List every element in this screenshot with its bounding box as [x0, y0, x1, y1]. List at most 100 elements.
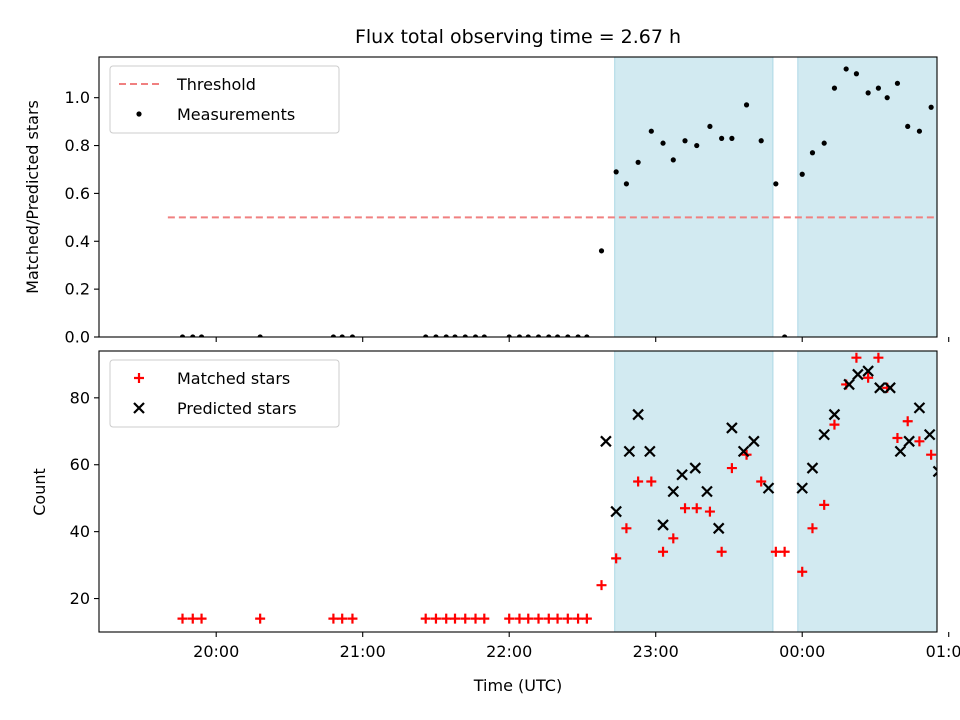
count-plus-point: [533, 613, 544, 624]
ratio-dots-point: [758, 138, 764, 144]
ratio-dots-point: [670, 157, 676, 163]
ratio-dots-point: [535, 334, 542, 337]
count-plus-point: [926, 449, 937, 460]
count-plus-point: [573, 613, 584, 624]
ratio-dots-point: [598, 248, 605, 254]
ratio-plot-area: [167, 57, 954, 337]
count-x-point: [923, 428, 936, 441]
count-plus-point: [633, 476, 644, 487]
ratio-dots-point: [190, 334, 196, 337]
count-plus-point: [621, 523, 632, 534]
count-x-point: [884, 382, 896, 394]
count-x-point: [701, 485, 713, 498]
count-plus-point: [347, 613, 358, 624]
observing-interval-2: [797, 57, 937, 337]
count-x-point: [600, 435, 612, 448]
ratio-dots-point: [719, 135, 725, 141]
ratio-dots-point: [799, 171, 805, 177]
count-plus-point: [581, 613, 592, 624]
ratio-dots-point: [433, 334, 439, 337]
ratio-dots-point: [939, 83, 944, 88]
count-plus-point: [691, 503, 702, 514]
ratio-frame: [98, 56, 938, 338]
count-plus-point: [680, 503, 691, 514]
count-plus-point: [819, 499, 830, 510]
ratio-series-1: [179, 66, 954, 337]
ratio-dots-point: [565, 334, 571, 337]
ratio-dots-point: [884, 95, 890, 101]
ratio-dots-point: [905, 123, 911, 130]
count-plus-point: [807, 523, 818, 534]
count-x-point: [944, 420, 954, 430]
count-x-point: [828, 408, 841, 421]
ratio-dots-point: [635, 159, 641, 165]
count-plus-point: [514, 613, 525, 624]
count-plus-point: [196, 613, 207, 624]
ratio-dots-point: [623, 181, 630, 187]
ratio-dots-point: [339, 334, 345, 337]
ratio-dots-point: [472, 334, 479, 337]
count-plus-point: [460, 613, 471, 624]
legend-plus-swatch: [134, 373, 144, 383]
ratio-ytick-label: 1.0: [65, 88, 90, 107]
ratio-dots-point: [865, 90, 871, 96]
count-plus-point: [470, 613, 481, 624]
count-plus-point: [552, 613, 563, 624]
ratio-dots-point: [821, 140, 827, 146]
ratio-dots-point: [894, 80, 901, 86]
count-plus-point: [873, 352, 884, 363]
count-legend: Matched stars Predicted stars: [109, 359, 340, 428]
count-x-point: [644, 445, 656, 458]
count-plus-point: [704, 506, 715, 517]
ratio-dots-point: [743, 102, 750, 108]
legend-entry-label: Measurements: [177, 105, 295, 124]
ratio-dots-point: [809, 150, 816, 156]
legend-entry-label: Predicted stars: [177, 399, 297, 418]
count-plus-point: [543, 613, 554, 624]
ratio-ytick-label: 0.2: [65, 280, 90, 299]
count-plus-point: [255, 613, 266, 624]
count-ytick-label: 20: [70, 589, 90, 608]
count-x-point: [762, 482, 775, 494]
ratio-dots-point: [660, 140, 666, 146]
ratio-dots-point: [682, 138, 688, 144]
count-x-point: [874, 382, 886, 394]
ratio-dots-point: [694, 142, 700, 149]
x-axis-label: Time (UTC): [473, 676, 562, 695]
count-plus-point: [187, 613, 198, 624]
ratio-ytick-label: 0.6: [65, 184, 90, 203]
count-x-point: [932, 465, 937, 478]
ratio-ytick-label: 0.8: [65, 136, 90, 155]
count-x-point: [843, 378, 855, 391]
observing-interval-1: [614, 351, 774, 632]
count-plus-point: [596, 580, 607, 591]
count-x-point: [894, 445, 907, 458]
count-x-point: [632, 408, 644, 421]
count-x-point: [623, 445, 636, 458]
ratio-ytick-label: 0.0: [65, 328, 90, 347]
count-x-point: [748, 435, 760, 448]
ratio-dots-point: [949, 162, 954, 167]
count-plus-point: [902, 416, 913, 427]
ratio-dots-point: [462, 334, 468, 337]
count-plus-point: [716, 546, 727, 557]
ratio-dots-point: [782, 334, 788, 337]
count-plus-point: [936, 460, 937, 463]
count-plus-point: [863, 372, 874, 383]
ratio-dots-point: [831, 85, 838, 91]
ratio-dots-point: [575, 334, 581, 337]
count-y-axis-label: Count: [30, 468, 49, 516]
count-plus-point: [829, 419, 840, 430]
count-panel: 20 40 60 80 Matched stars Predicted stars: [70, 350, 954, 637]
ratio-dots-point: [584, 334, 590, 337]
count-plus-point: [337, 613, 348, 624]
count-plus-point: [797, 566, 808, 577]
ratio-dots-point: [330, 334, 337, 337]
count-x-point: [689, 462, 702, 474]
count-plus-point: [770, 546, 781, 557]
ratio-dots-point: [423, 334, 429, 337]
count-plot-area: [177, 351, 954, 632]
count-x-point: [806, 462, 819, 474]
count-x-point: [610, 505, 622, 518]
